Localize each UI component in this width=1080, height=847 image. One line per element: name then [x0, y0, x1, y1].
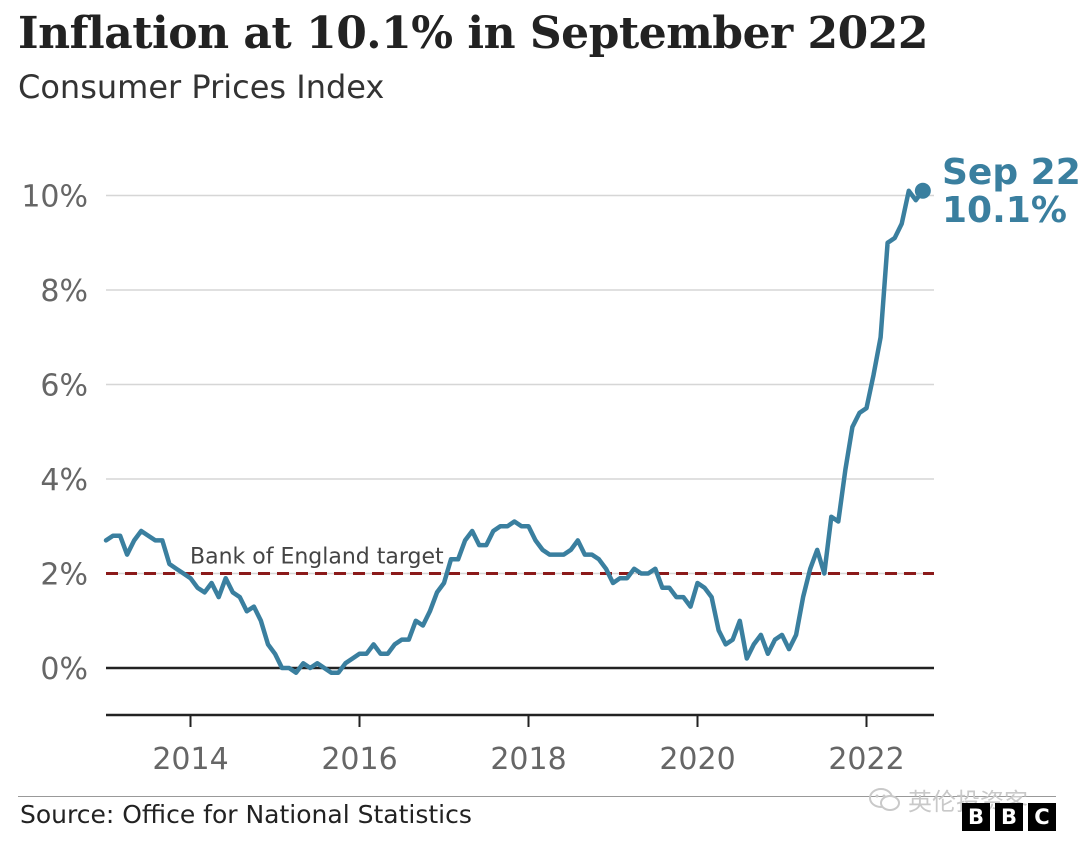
x-tick-label: 2022: [828, 742, 904, 777]
bbc-logo-b2: B: [995, 803, 1023, 831]
x-axis: 2014 2016 2018 2020 2022: [106, 713, 934, 777]
bbc-logo: B B C: [962, 803, 1056, 831]
latest-date-label: Sep 22: [942, 152, 1080, 193]
series-layer: [103, 188, 926, 675]
gridlines: [106, 194, 934, 670]
y-tick-label: 10%: [21, 180, 88, 215]
latest-value-label: 10.1%: [942, 190, 1067, 231]
inflation-line-chart: 0% 2% 4% 6% 8% 10% 2014 2016 2018 2020 2022 Bank …: [21, 152, 1080, 777]
x-tick-label: 2016: [321, 742, 397, 777]
x-tick-label: 2020: [659, 742, 735, 777]
source-note: Source: Office for National Statistics: [20, 800, 472, 829]
y-tick-label: 2%: [40, 558, 88, 593]
x-tick-label: 2014: [152, 742, 228, 777]
wechat-icon: [869, 787, 900, 811]
cpi-series-line: [103, 188, 926, 675]
chart-subtitle: Consumer Prices Index: [18, 68, 385, 106]
target-reference: Bank of England target: [106, 545, 934, 575]
y-tick-label: 6%: [40, 369, 88, 404]
chart-title: Inflation at 10.1% in September 2022: [18, 8, 929, 59]
bbc-logo-b1: B: [962, 803, 990, 831]
target-label: Bank of England target: [190, 545, 444, 570]
y-axis-tick-labels: 0% 2% 4% 6% 8% 10%: [21, 180, 88, 688]
latest-point-marker: [914, 182, 931, 199]
x-tick-label: 2018: [490, 742, 566, 777]
y-tick-label: 4%: [40, 463, 88, 498]
y-tick-label: 8%: [40, 274, 88, 309]
source-divider: [18, 796, 1056, 797]
bbc-logo-c: C: [1028, 803, 1056, 831]
y-tick-label: 0%: [40, 652, 88, 687]
